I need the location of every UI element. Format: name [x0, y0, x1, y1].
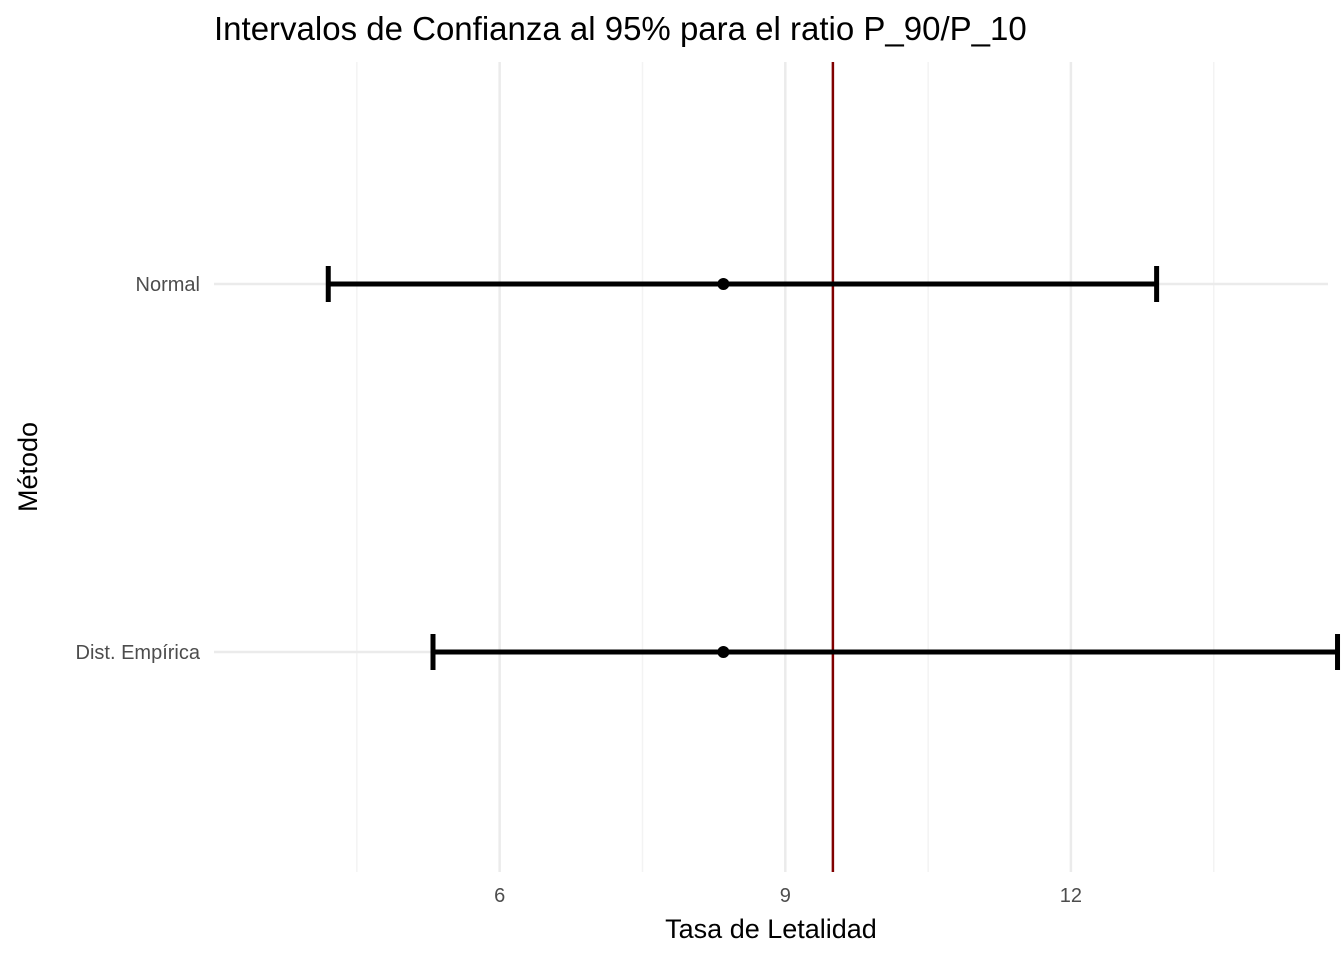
x-tick-label: 12 [1060, 885, 1082, 907]
estimate-point [717, 278, 730, 290]
estimate-point [717, 646, 730, 658]
chart-title: Intervalos de Confianza al 95% para el r… [214, 10, 1027, 47]
y-tick-label: Dist. Empírica [76, 642, 201, 664]
x-tick-label: 9 [780, 885, 791, 907]
interval-layer [325, 266, 1341, 670]
grid-layer [214, 62, 1328, 872]
tick-label-layer: 6 9 12 Normal Dist. Empírica [76, 274, 1083, 907]
x-axis-title: Tasa de Letalidad [665, 914, 877, 944]
y-tick-label: Normal [136, 274, 200, 296]
y-axis-title: Método [13, 422, 43, 512]
x-tick-label: 6 [494, 885, 505, 907]
